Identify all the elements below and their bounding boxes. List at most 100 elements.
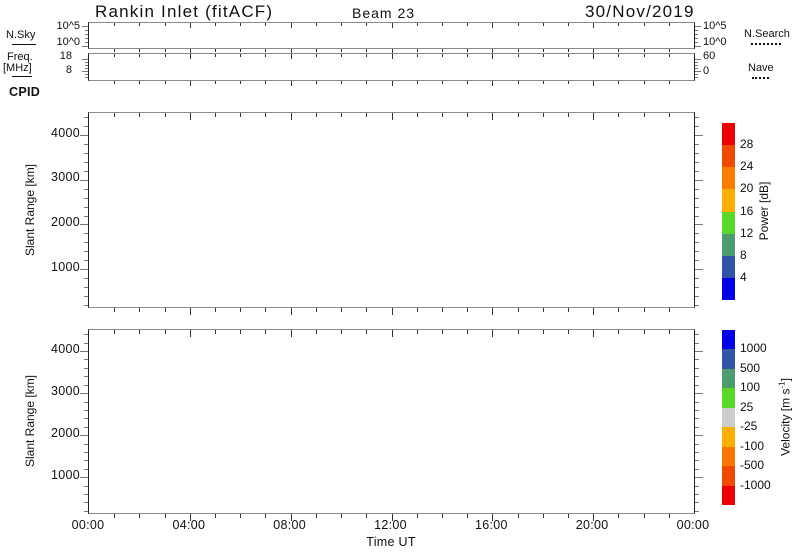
- tick-mark: [240, 308, 241, 312]
- tick-mark: [84, 117, 88, 118]
- tick-mark: [392, 81, 393, 86]
- tick-mark: [215, 23, 216, 26]
- tick-mark: [695, 42, 698, 43]
- tick-mark: [291, 330, 292, 337]
- tick-mark: [392, 49, 393, 54]
- tick-mark: [165, 49, 166, 52]
- colorbar-segment: [722, 145, 735, 168]
- tick-mark: [84, 171, 88, 172]
- tick-mark: [165, 514, 166, 518]
- tick-mark: [695, 59, 701, 60]
- freq-ytick-bottom: 8: [65, 64, 72, 76]
- tick-mark: [316, 49, 317, 52]
- tick-mark: [568, 49, 569, 52]
- xaxis-tick-label: 04:00: [172, 518, 206, 532]
- tick-mark: [417, 308, 418, 312]
- tick-mark: [518, 514, 519, 518]
- tick-mark: [366, 81, 367, 84]
- tick-mark: [669, 49, 670, 52]
- tick-mark: [492, 113, 493, 120]
- tick-mark: [467, 514, 468, 518]
- power-rti-panel: [80, 112, 703, 315]
- tick-mark: [593, 514, 594, 521]
- tick-mark: [84, 402, 88, 403]
- colorbar-tick-label: 4: [740, 269, 747, 284]
- tick-mark: [84, 305, 88, 306]
- noise-panel: [82, 22, 701, 54]
- freq-right-ytick-bottom: 0: [703, 65, 710, 77]
- tick-mark: [618, 49, 619, 52]
- tick-mark: [442, 81, 443, 84]
- xaxis-tick-label: 16:00: [474, 518, 508, 532]
- tick-mark: [215, 54, 216, 57]
- tick-mark: [695, 368, 699, 369]
- tick-mark: [695, 334, 699, 335]
- tick-mark: [568, 23, 569, 26]
- colorbar-tick-label: 16: [740, 203, 754, 218]
- tick-mark: [543, 308, 544, 312]
- tick-mark: [82, 71, 88, 72]
- tick-mark: [114, 113, 115, 117]
- tick-mark: [518, 81, 519, 84]
- tick-mark: [85, 62, 88, 63]
- colorbar-tick-label: 100: [740, 380, 761, 395]
- tick-mark: [644, 49, 645, 52]
- tick-mark: [84, 126, 88, 127]
- tick-mark: [341, 330, 342, 334]
- tick-mark: [316, 54, 317, 57]
- tick-mark: [669, 514, 670, 518]
- tick-mark: [518, 54, 519, 57]
- tick-mark: [467, 54, 468, 57]
- tick-mark: [467, 49, 468, 52]
- tick-mark: [265, 49, 266, 52]
- velocity-colorbar-label-sup: -1: [777, 381, 787, 389]
- tick-mark: [695, 343, 699, 344]
- tick-mark: [366, 330, 367, 334]
- noise-right-ytick-bottom: 10^0: [703, 36, 727, 48]
- tick-mark: [467, 330, 468, 334]
- tick-mark: [392, 54, 393, 59]
- tick-mark: [568, 54, 569, 57]
- tick-mark: [80, 351, 88, 352]
- tick-mark: [644, 308, 645, 312]
- tick-mark: [593, 49, 594, 54]
- tick-mark: [695, 296, 699, 297]
- tick-mark: [695, 126, 699, 127]
- colorbar-segment: [722, 349, 735, 369]
- tick-mark: [84, 494, 88, 495]
- tick-mark: [85, 65, 88, 66]
- tick-mark: [695, 477, 703, 478]
- colorbar-segment: [722, 330, 735, 350]
- tick-mark: [417, 49, 418, 52]
- colorbar-tick-label: -500: [740, 458, 765, 473]
- freq-solid-line-legend: [12, 76, 32, 77]
- tick-mark: [518, 113, 519, 117]
- tick-mark: [518, 308, 519, 312]
- tick-mark: [695, 71, 701, 72]
- cpid-label: CPID: [9, 85, 41, 99]
- power-colorbar: [722, 123, 735, 300]
- colorbar-segment: [722, 427, 735, 447]
- tick-mark: [695, 435, 703, 436]
- tick-mark: [543, 330, 544, 334]
- tick-mark: [366, 54, 367, 57]
- range-ytick-label: 1000: [50, 259, 80, 274]
- tick-mark: [695, 469, 699, 470]
- tick-mark: [190, 514, 191, 521]
- xaxis-tick-label: 00:00: [71, 518, 105, 532]
- tick-mark: [240, 113, 241, 117]
- tick-mark: [165, 23, 166, 26]
- tick-mark: [695, 511, 699, 512]
- colorbar-segment: [722, 167, 735, 190]
- tick-mark: [114, 81, 115, 84]
- colorbar-segment: [722, 466, 735, 486]
- colorbar-tick-label: -100: [740, 438, 765, 453]
- tick-mark: [84, 385, 88, 386]
- tick-mark: [695, 278, 699, 279]
- tick-mark: [492, 81, 493, 86]
- tick-mark: [190, 113, 191, 120]
- tick-mark: [695, 402, 699, 403]
- tick-mark: [593, 81, 594, 86]
- tick-mark: [695, 198, 699, 199]
- tick-mark: [492, 330, 493, 337]
